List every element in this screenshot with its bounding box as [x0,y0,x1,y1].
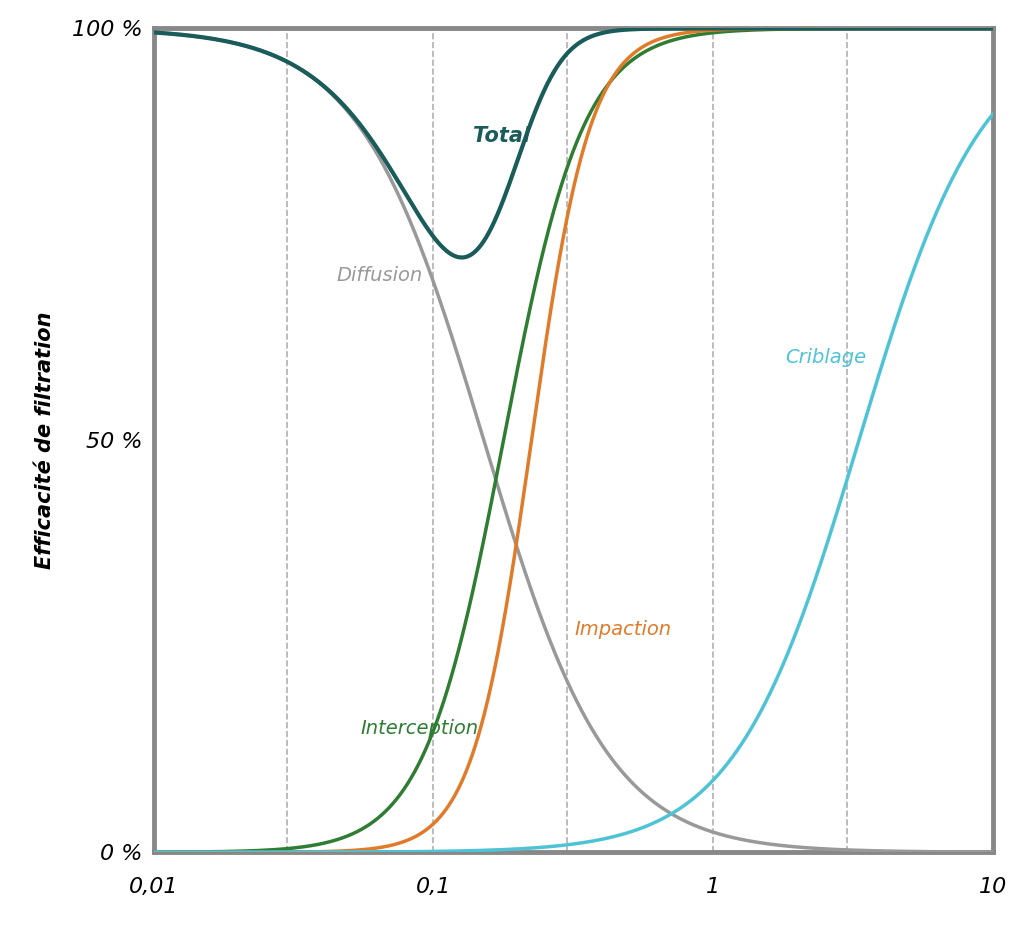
Text: 0,1: 0,1 [416,877,452,898]
Text: Criblage: Criblage [784,348,866,367]
Text: 10: 10 [979,877,1008,898]
Text: 0,01: 0,01 [129,877,178,898]
Text: Impaction: Impaction [574,620,672,639]
Y-axis label: Efficacité de filtration: Efficacité de filtration [35,312,55,569]
Text: Total: Total [473,126,530,146]
Text: 1: 1 [707,877,721,898]
Text: Diffusion: Diffusion [337,266,423,285]
Text: Interception: Interception [360,719,479,739]
